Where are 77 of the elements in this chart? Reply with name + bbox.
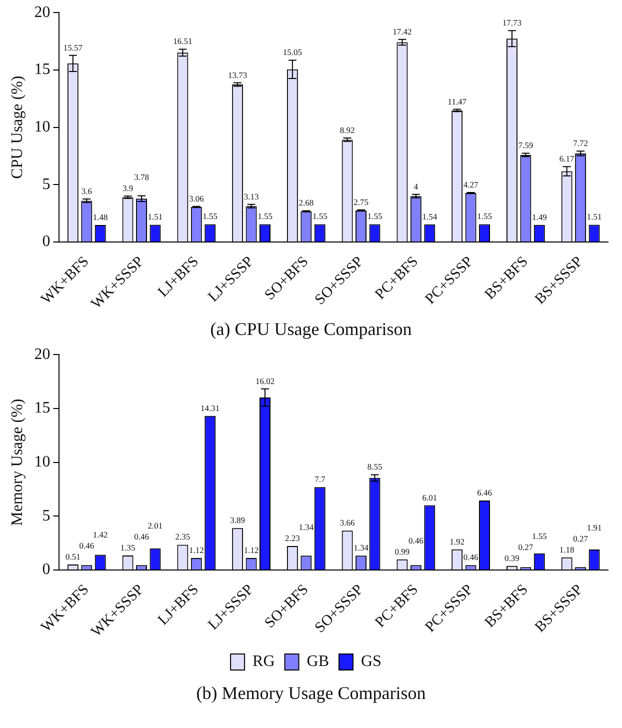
data-label: 0.46	[134, 531, 149, 542]
data-label: 15.57	[63, 42, 82, 52]
data-label: 3.89	[230, 515, 245, 526]
data-label: 1.34	[354, 542, 370, 553]
data-label: 1.12	[188, 544, 204, 555]
data-label: 11.47	[448, 96, 466, 106]
data-label: 6.46	[477, 487, 492, 498]
data-label: 2.75	[354, 196, 368, 207]
data-label: 1.55	[258, 211, 272, 222]
data-label: 1.18	[559, 544, 574, 554]
data-label: 8.92	[340, 124, 355, 135]
data-label: 6.17	[559, 154, 574, 164]
data-label: 2.23	[285, 532, 300, 543]
data-label: 0.27	[573, 533, 588, 544]
data-label: 4	[414, 181, 419, 192]
legend-label: GS	[361, 653, 382, 670]
data-label: 15.05	[282, 47, 302, 58]
data-label: 1.55	[202, 211, 218, 222]
data-label: 3.06	[188, 193, 204, 204]
data-label: 1.55	[367, 211, 382, 222]
y-tick-label: 15	[34, 61, 50, 78]
data-label: 0.46	[408, 535, 424, 546]
data-label: 3.78	[134, 172, 149, 182]
data-label: 1.12	[244, 544, 259, 555]
data-label: 0.27	[518, 542, 534, 552]
data-label: 1.92	[450, 536, 465, 546]
y-tick-label: 15	[34, 400, 50, 417]
data-label: 1.42	[92, 530, 108, 540]
data-label: 1.54	[422, 211, 438, 222]
y-tick-label: 0	[42, 561, 50, 578]
data-label: 3.13	[244, 191, 259, 202]
data-label: 17.73	[502, 18, 522, 28]
y-tick-label: 10	[34, 454, 50, 471]
legend-label: RG	[252, 653, 276, 670]
data-label: 0.39	[504, 552, 520, 563]
data-label: 0.46	[79, 540, 94, 551]
data-label: 2.01	[148, 520, 163, 530]
data-label: 1.51	[148, 212, 163, 222]
y-tick-label: 20	[34, 4, 50, 21]
data-label: 1.55	[532, 530, 547, 541]
data-label: 6.01	[422, 492, 438, 502]
data-label: 0.46	[463, 552, 478, 562]
data-label: 1.48	[92, 212, 108, 222]
data-label: 7.72	[573, 138, 588, 148]
y-tick-label: 20	[34, 346, 50, 363]
data-label: 1.55	[477, 211, 492, 222]
data-label: 17.42	[392, 26, 412, 36]
data-label: 1.91	[586, 522, 602, 532]
data-label: 0.51	[65, 552, 80, 562]
data-label: 1.35	[120, 542, 136, 552]
y-tick-label: 0	[42, 233, 50, 250]
text: (b) Memory Usage Comparison	[195, 682, 427, 705]
data-label: 3.6	[81, 186, 92, 196]
data-label: 2.35	[175, 532, 190, 542]
y-tick-label: 10	[34, 118, 50, 136]
data-label: 1.55	[312, 211, 328, 222]
data-label: 16.51	[173, 36, 192, 46]
data-label: 7.59	[518, 140, 534, 150]
data-label: 14.31	[200, 402, 220, 413]
text: (a) CPU Usage Comparison	[209, 318, 413, 341]
data-label: 13.73	[228, 70, 248, 80]
y-tick-label: 5	[42, 176, 50, 193]
legend-label: GB	[306, 653, 330, 670]
data-label: 2.68	[298, 198, 314, 208]
data-label: 16.02	[255, 376, 275, 386]
data-label: 7.7	[314, 474, 326, 484]
y-axis-title: CPU Usage (%)	[8, 76, 26, 179]
data-label: 1.49	[532, 212, 547, 222]
data-label: 3.9	[122, 183, 134, 194]
data-label: 1.34	[298, 522, 314, 532]
y-axis-title: Memory Usage (%)	[8, 398, 26, 526]
data-label: 3.66	[340, 518, 355, 528]
data-label: 1.51	[586, 212, 602, 222]
data-label: 0.99	[394, 546, 410, 556]
data-label: 8.55	[367, 462, 382, 472]
y-tick-label: 5	[42, 507, 50, 524]
data-label: 4.27	[463, 179, 478, 190]
